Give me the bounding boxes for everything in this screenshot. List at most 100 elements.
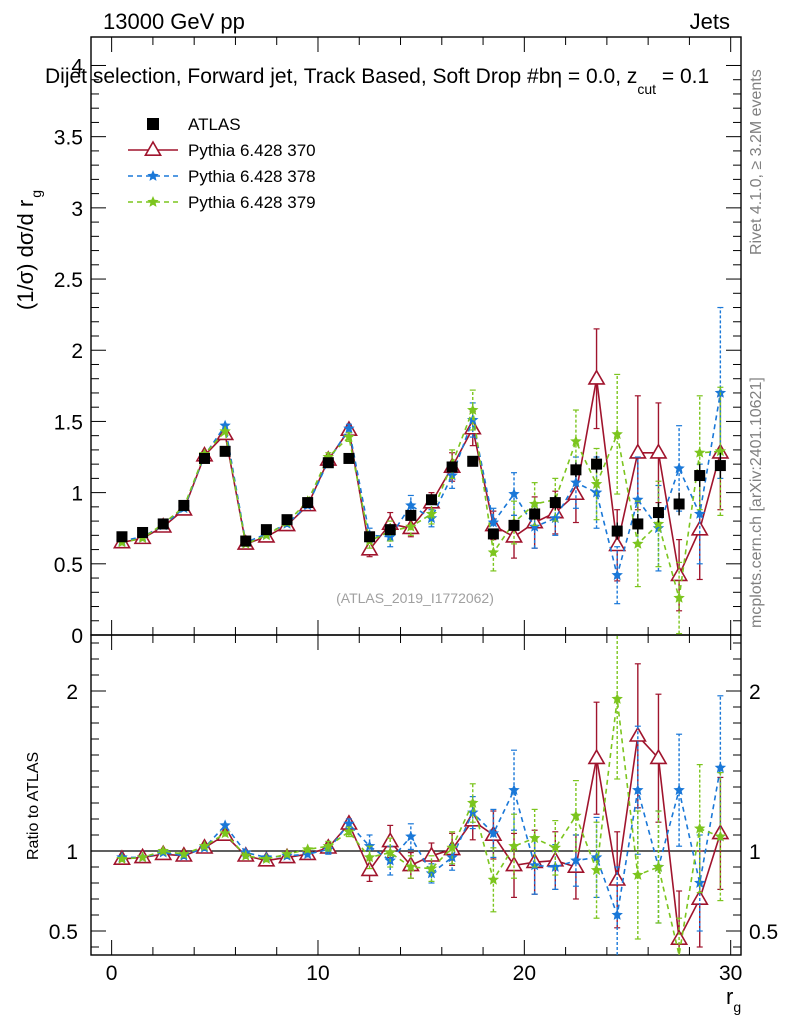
ratio-ytick-label: 0.5 <box>49 921 78 944</box>
atlas-point <box>281 514 293 526</box>
selection-title-sub: cut <box>637 81 656 97</box>
ratio-point <box>632 869 644 880</box>
atlas-point <box>549 497 561 509</box>
ratio-point <box>198 840 211 852</box>
ratio-point <box>405 861 417 872</box>
main-point <box>425 508 438 519</box>
ratio-ytick-label-right: 0.5 <box>749 921 778 944</box>
legend-marker <box>147 170 159 181</box>
ratio-point <box>632 784 644 796</box>
ratio-xtick-label: 20 <box>513 962 536 985</box>
main-line <box>121 378 722 578</box>
main-point <box>673 462 685 474</box>
atlas-point <box>137 526 149 538</box>
ratio-point <box>322 840 334 852</box>
mcplots-note: mcplots.cern.ch [arXiv:2401.10621] <box>748 377 765 628</box>
main-point <box>714 387 727 398</box>
ratio-point <box>611 693 623 704</box>
main-point <box>694 508 706 519</box>
ratio-series-370 <box>112 663 730 955</box>
main-ytick-label: 2.5 <box>54 269 83 292</box>
selection-title-end: = 0.1 <box>656 65 709 88</box>
main-ylabel: (1/σ) dσ/d r g <box>13 190 44 310</box>
main-point <box>673 592 685 603</box>
atlas-point <box>260 524 272 536</box>
main-ytick-label: 3.5 <box>54 127 83 150</box>
ratio-point <box>628 726 647 742</box>
main-line <box>121 392 722 579</box>
main-point <box>670 565 689 582</box>
selection-title: Dijet selection, Forward jet, Track Base… <box>45 65 709 97</box>
legend-label: Pythia 6.428 370 <box>188 141 316 160</box>
atlas-point <box>384 524 396 536</box>
ratio-point <box>673 784 685 796</box>
main-point <box>549 512 561 524</box>
atlas-point <box>591 458 603 470</box>
main-point <box>632 537 644 549</box>
ratio-point <box>240 849 252 861</box>
ratio-xlabel-sub: g <box>733 999 741 1015</box>
ratio-point <box>281 848 293 860</box>
atlas-point <box>652 507 664 519</box>
ratio-point <box>446 841 458 853</box>
main-point <box>570 476 582 488</box>
selection-title-suffix: η = 0.0, z <box>550 65 637 88</box>
analysis-watermark: (ATLAS_2019_I1772062) <box>336 590 494 606</box>
ratio-point <box>508 784 520 796</box>
ratio-point <box>652 861 665 872</box>
main-ylabel-sub: g <box>28 190 44 198</box>
main-point <box>694 446 706 458</box>
legend-label: ATLAS <box>188 115 241 134</box>
atlas-point <box>178 499 190 511</box>
ratio-point <box>219 819 231 831</box>
ratio-line <box>121 698 721 956</box>
legend-marker-atlas <box>147 118 159 130</box>
main-point <box>487 546 500 558</box>
ratio-point <box>649 748 668 765</box>
main-series-370 <box>112 328 730 612</box>
main-series-layer <box>112 306 730 635</box>
main-point <box>405 499 417 511</box>
selection-title-main: Dijet selection, Forward jet, Track Base… <box>45 65 550 88</box>
ratio-point <box>302 843 314 855</box>
ratio-point <box>549 861 561 872</box>
main-point <box>652 517 665 529</box>
ratio-point <box>587 748 606 765</box>
main-ytick-label: 0 <box>71 625 83 648</box>
ratio-axis-ticks: 0.5 0.51 12 20 10 20 30 <box>49 635 778 985</box>
main-point <box>590 478 603 489</box>
ratio-point <box>508 840 520 852</box>
ratio-xlabel: rg <box>726 984 741 1015</box>
ratio-point <box>714 830 727 842</box>
legend-label: Pythia 6.428 379 <box>188 193 316 212</box>
main-point <box>570 435 582 447</box>
ratio-ytick-label: 1 <box>66 841 78 864</box>
legend-marker <box>147 196 159 207</box>
ratio-line <box>122 767 722 919</box>
ratio-point <box>528 832 541 844</box>
main-ytick-label: 3 <box>71 198 83 221</box>
atlas-point <box>673 498 685 510</box>
ratio-point <box>405 830 417 842</box>
atlas-point <box>364 531 376 543</box>
atlas-point <box>570 464 582 476</box>
atlas-point <box>116 531 128 543</box>
main-point <box>508 488 520 499</box>
ratio-point <box>590 864 603 876</box>
ratio-point <box>487 873 500 885</box>
energy-label: 13000 GeV pp <box>103 9 245 34</box>
main-point <box>587 369 606 385</box>
atlas-point <box>508 519 520 531</box>
legend-marker <box>144 140 162 156</box>
ratio-point <box>343 825 355 837</box>
ratio-point <box>136 851 149 863</box>
ratio-point <box>425 867 438 879</box>
ratio-point <box>302 848 314 860</box>
ratio-point <box>178 848 190 860</box>
legend-label: Pythia 6.428 378 <box>188 167 316 186</box>
atlas-point <box>446 461 458 473</box>
atlas-point <box>157 518 169 530</box>
main-ylabel-text: (1/σ) dσ/d r <box>13 200 38 310</box>
ratio-point <box>425 862 438 874</box>
